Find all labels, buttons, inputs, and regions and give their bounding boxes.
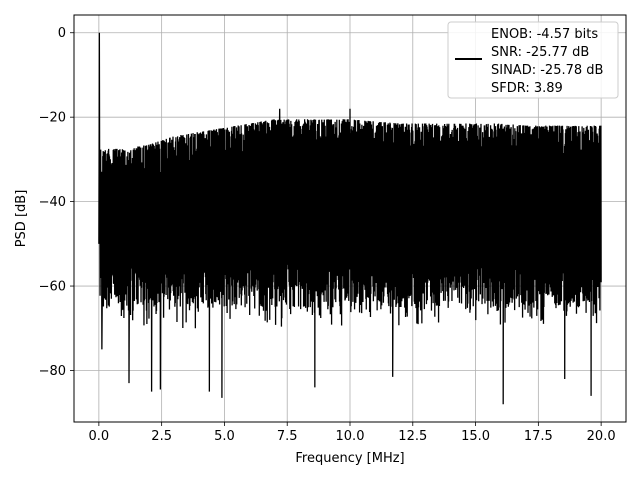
y-tick-label: −40	[39, 195, 66, 210]
x-axis-title: Frequency [MHz]	[295, 451, 404, 466]
y-tick-label: −60	[39, 280, 66, 295]
y-tick-label: −20	[39, 111, 66, 126]
y-axis-title: PSD [dB]	[14, 190, 29, 248]
x-tick-label: 15.0	[461, 429, 490, 444]
y-axis: 0 −20 −40 −60 −80	[39, 26, 74, 379]
series-trace	[98, 32, 602, 405]
x-tick-label: 17.5	[524, 429, 553, 444]
y-tick-label: −80	[39, 364, 66, 379]
legend-box	[447, 21, 619, 99]
x-tick-label: 0.0	[89, 429, 110, 444]
x-tick-label: 5.0	[214, 429, 235, 444]
legend-label: SFDR: 3.89	[491, 81, 563, 96]
x-tick-label: 12.5	[398, 429, 427, 444]
legend-label: SINAD: -25.78 dB	[491, 63, 603, 78]
x-tick-label: 10.0	[336, 429, 365, 444]
legend-label: ENOB: -4.57 bits	[491, 27, 598, 42]
legend-label: SNR: -25.77 dB	[491, 45, 589, 60]
y-tick-label: 0	[58, 26, 66, 41]
x-tick-label: 2.5	[151, 429, 172, 444]
psd-line	[98, 32, 602, 405]
legend: ENOB: -4.57 bits SNR: -25.77 dB SINAD: -25…	[447, 21, 619, 99]
x-axis: 0.0 2.5 5.0 7.5 10.0 12.5 15.0 17.5 20.0	[89, 422, 616, 444]
x-tick-label: 7.5	[277, 429, 298, 444]
x-tick-label: 20.0	[587, 429, 616, 444]
